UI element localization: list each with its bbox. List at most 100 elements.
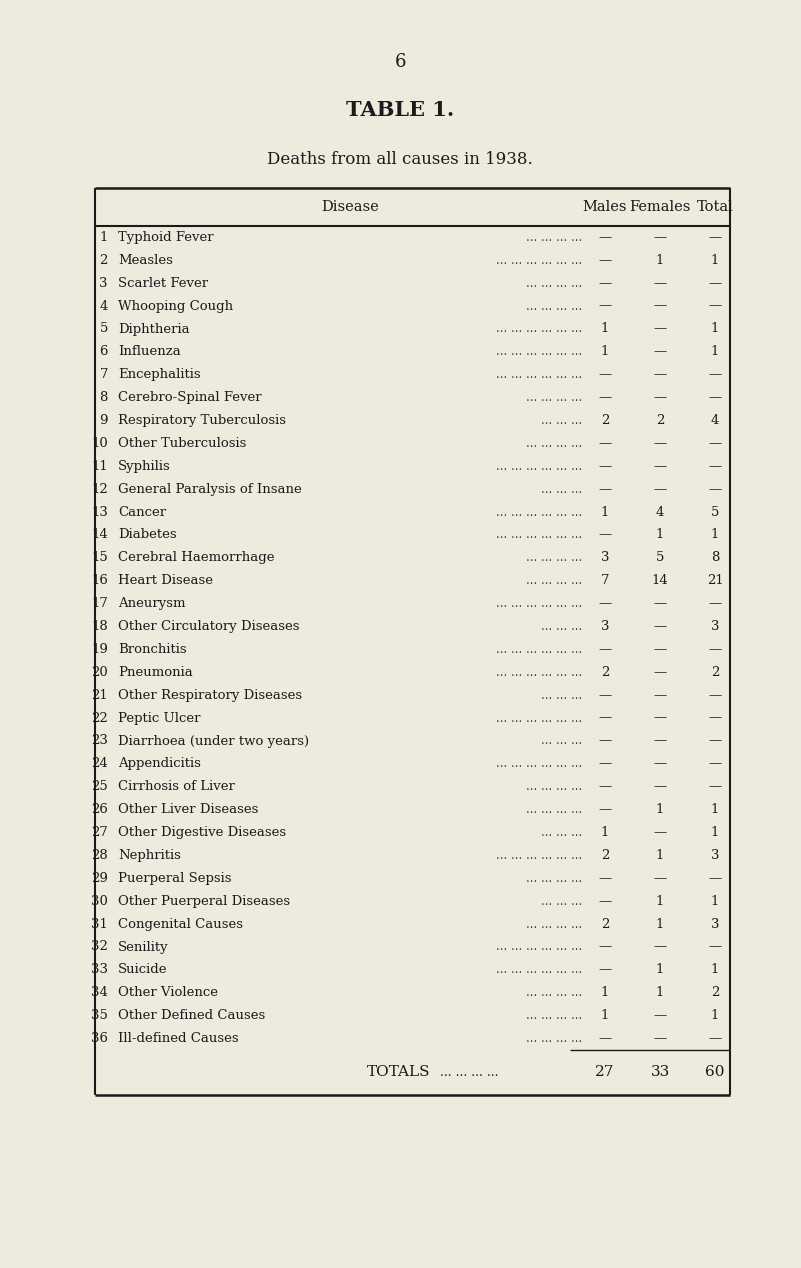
- Text: —: —: [598, 437, 612, 450]
- Text: 22: 22: [91, 711, 108, 724]
- Text: 1: 1: [601, 825, 610, 839]
- Text: —: —: [654, 620, 666, 633]
- Text: 29: 29: [91, 872, 108, 885]
- Text: ... ... ...: ... ... ...: [541, 895, 582, 908]
- Text: ... ... ...: ... ... ...: [541, 689, 582, 701]
- Text: 2: 2: [601, 666, 610, 678]
- Text: —: —: [598, 895, 612, 908]
- Text: ... ... ...: ... ... ...: [541, 415, 582, 427]
- Text: —: —: [654, 872, 666, 885]
- Text: 15: 15: [91, 552, 108, 564]
- Text: —: —: [598, 964, 612, 976]
- Text: 18: 18: [91, 620, 108, 633]
- Text: 1: 1: [601, 506, 610, 519]
- Text: 1: 1: [710, 322, 719, 336]
- Text: ... ... ... ... ... ...: ... ... ... ... ... ...: [496, 666, 582, 678]
- Text: 2: 2: [99, 254, 108, 266]
- Text: —: —: [708, 391, 722, 404]
- Text: 4: 4: [99, 299, 108, 313]
- Text: 4: 4: [656, 506, 664, 519]
- Text: Puerperal Sepsis: Puerperal Sepsis: [118, 872, 231, 885]
- Text: 1: 1: [710, 964, 719, 976]
- Text: ... ... ... ... ... ...: ... ... ... ... ... ...: [496, 345, 582, 359]
- Text: Encephalitis: Encephalitis: [118, 368, 200, 382]
- Text: —: —: [654, 689, 666, 701]
- Text: 2: 2: [710, 987, 719, 999]
- Text: ... ... ... ... ... ...: ... ... ... ... ... ...: [496, 322, 582, 336]
- Text: 33: 33: [650, 1065, 670, 1079]
- Text: ... ... ... ...: ... ... ... ...: [525, 1032, 582, 1045]
- Text: Bronchitis: Bronchitis: [118, 643, 187, 656]
- Text: ... ... ... ...: ... ... ... ...: [525, 872, 582, 885]
- Text: 1: 1: [710, 895, 719, 908]
- Text: Appendicitis: Appendicitis: [118, 757, 201, 771]
- Text: ... ... ... ... ... ...: ... ... ... ... ... ...: [496, 529, 582, 541]
- Text: Diphtheria: Diphtheria: [118, 322, 190, 336]
- Text: 10: 10: [91, 437, 108, 450]
- Text: ... ... ... ...: ... ... ... ...: [525, 299, 582, 313]
- Text: ... ... ... ...: ... ... ... ...: [525, 1009, 582, 1022]
- Text: 8: 8: [710, 552, 719, 564]
- Text: —: —: [708, 276, 722, 289]
- Text: —: —: [708, 437, 722, 450]
- Text: Other Digestive Diseases: Other Digestive Diseases: [118, 825, 286, 839]
- Text: Disease: Disease: [321, 200, 379, 214]
- Text: —: —: [654, 368, 666, 382]
- Text: ... ... ... ... ... ...: ... ... ... ... ... ...: [496, 506, 582, 519]
- Text: Diarrhoea (under two years): Diarrhoea (under two years): [118, 734, 309, 748]
- Text: ... ... ... ...: ... ... ... ...: [525, 231, 582, 243]
- Text: 24: 24: [91, 757, 108, 771]
- Text: —: —: [598, 689, 612, 701]
- Text: Suicide: Suicide: [118, 964, 167, 976]
- Text: Typhoid Fever: Typhoid Fever: [118, 231, 214, 243]
- Text: 12: 12: [91, 483, 108, 496]
- Text: Heart Disease: Heart Disease: [118, 574, 213, 587]
- Text: 16: 16: [91, 574, 108, 587]
- Text: —: —: [598, 460, 612, 473]
- Text: 3: 3: [601, 552, 610, 564]
- Text: —: —: [654, 276, 666, 289]
- Text: —: —: [598, 757, 612, 771]
- Text: 2: 2: [656, 415, 664, 427]
- Text: 19: 19: [91, 643, 108, 656]
- Text: —: —: [598, 803, 612, 817]
- Text: ... ... ... ...: ... ... ... ...: [440, 1066, 498, 1079]
- Text: ... ... ...: ... ... ...: [541, 825, 582, 839]
- Text: —: —: [654, 780, 666, 794]
- Text: —: —: [598, 711, 612, 724]
- Text: 1: 1: [656, 987, 664, 999]
- Text: Other Respiratory Diseases: Other Respiratory Diseases: [118, 689, 302, 701]
- Text: —: —: [654, 299, 666, 313]
- Text: —: —: [708, 872, 722, 885]
- Text: 8: 8: [99, 391, 108, 404]
- Text: —: —: [708, 299, 722, 313]
- Text: 1: 1: [601, 1009, 610, 1022]
- Text: Senility: Senility: [118, 941, 169, 954]
- Text: 1: 1: [601, 345, 610, 359]
- Text: General Paralysis of Insane: General Paralysis of Insane: [118, 483, 302, 496]
- Text: —: —: [708, 780, 722, 794]
- Text: ... ... ... ...: ... ... ... ...: [525, 391, 582, 404]
- Text: —: —: [654, 666, 666, 678]
- Text: —: —: [598, 231, 612, 243]
- Text: —: —: [598, 872, 612, 885]
- Text: —: —: [598, 276, 612, 289]
- Text: 17: 17: [91, 597, 108, 610]
- Text: 30: 30: [91, 895, 108, 908]
- Text: 25: 25: [91, 780, 108, 794]
- Text: 28: 28: [91, 850, 108, 862]
- Text: ... ... ... ... ... ...: ... ... ... ... ... ...: [496, 964, 582, 976]
- Text: —: —: [708, 460, 722, 473]
- Text: 4: 4: [710, 415, 719, 427]
- Text: —: —: [654, 711, 666, 724]
- Text: 3: 3: [601, 620, 610, 633]
- Text: Whooping Cough: Whooping Cough: [118, 299, 233, 313]
- Text: ... ... ... ... ... ...: ... ... ... ... ... ...: [496, 643, 582, 656]
- Text: —: —: [708, 689, 722, 701]
- Text: 31: 31: [91, 918, 108, 931]
- Text: —: —: [654, 483, 666, 496]
- Text: —: —: [708, 597, 722, 610]
- Text: —: —: [598, 483, 612, 496]
- Text: —: —: [654, 322, 666, 336]
- Text: 1: 1: [656, 964, 664, 976]
